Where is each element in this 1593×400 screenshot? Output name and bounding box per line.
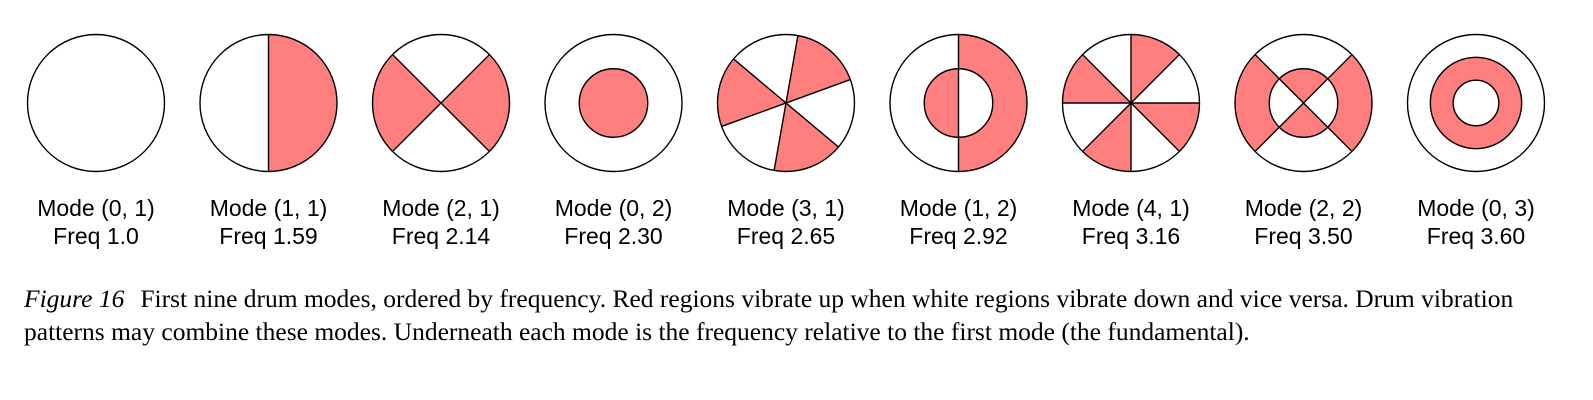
mode-region [1269,78,1304,128]
drum-rim [889,33,1028,173]
mode-region [1131,34,1180,103]
mode-name-label: Mode (2, 1) [382,195,500,221]
mode-name-label: Mode (3, 1) [727,195,845,221]
mode-frequency-label: Freq 1.0 [53,223,139,249]
mode-name-label: Mode (0, 1) [37,195,155,221]
mode-region [1279,68,1328,103]
mode-name-label: Mode (1, 2) [900,195,1018,221]
mode-region [1255,127,1352,172]
mode-frequency-label: Freq 2.14 [392,223,491,249]
mode-frequency-label: Freq 1.59 [219,223,317,249]
nodal-diameter [733,58,839,148]
mode-region [786,35,851,104]
mode-region [721,103,786,171]
mode-region [1303,78,1338,128]
drum-mode-9: Mode (0, 3)Freq 3.60 [1406,33,1546,249]
drum-mode-2: Mode (1, 1)Freq 1.59 [199,33,338,249]
drum-mode-6: Mode (1, 2)Freq 2.92 [889,33,1028,249]
drum-mode-3: Mode (2, 1)Freq 2.14 [371,33,511,249]
mode-name-label: Mode (0, 3) [1417,195,1535,221]
mode-region [1131,103,1200,152]
mode-region [392,103,490,172]
nodal-circle [923,68,994,138]
drum-mode-7: Mode (4, 1)Freq 3.16 [1061,33,1201,249]
mode-region [717,58,786,127]
figure-caption: Figure 16 First nine drum modes, ordered … [24,282,1569,348]
mode-name-label: Mode (2, 2) [1245,195,1363,221]
mode-region [372,54,441,152]
drum-mode-1: Mode (0, 1)Freq 1.0 [26,33,166,249]
drum-rim [716,33,856,173]
mode-region [1082,34,1131,103]
mode-name-label: Mode (0, 2) [555,195,673,221]
mode-region [441,54,510,152]
mode-region [1131,54,1200,103]
mode-name-label: Mode (1, 1) [210,195,328,221]
mode-region [774,103,839,172]
drum-mode-8: Mode (2, 2)Freq 3.50 [1234,33,1373,249]
mode-region [578,68,649,138]
caption-text: First nine drum modes, ordered by freque… [24,284,1514,346]
mode-name-label: Mode (4, 1) [1072,195,1190,221]
mode-region [200,34,269,172]
mode-region [392,34,490,104]
drum-mode-5: Mode (3, 1)Freq 2.65 [716,33,856,249]
drum-rim [371,33,511,173]
mode-region [1452,79,1500,127]
mode-frequency-label: Freq 3.50 [1254,223,1352,249]
mode-region [1235,54,1280,152]
mode-frequency-label: Freq 2.65 [737,223,835,249]
drum-rim [1061,33,1201,173]
mode-frequency-label: Freq 2.92 [909,223,1007,249]
mode-region [1279,103,1328,138]
nodal-diameter [1254,54,1353,152]
mode-region [924,68,959,138]
mode-region [786,79,855,148]
caption-label: Figure 16 [24,284,125,313]
mode-region [1062,54,1131,103]
nodal-diameter [392,54,490,152]
mode-region [1327,54,1372,152]
drum-mode-4: Mode (0, 2)Freq 2.30 [544,33,683,249]
mode-frequency-label: Freq 3.16 [1082,223,1180,249]
mode-region [26,33,166,173]
mode-region [1082,103,1131,172]
mode-region [268,34,337,172]
nodal-diameter [1082,54,1180,152]
mode-frequency-label: Freq 2.30 [564,223,662,249]
mode-frequency-label: Freq 3.60 [1427,223,1525,249]
nodal-circle [1268,68,1339,138]
mode-region [1255,34,1352,79]
mode-region [733,34,798,103]
drum-rim [1234,33,1373,173]
mode-region [1062,103,1131,152]
mode-region [1131,103,1180,172]
drum-rim [199,33,338,173]
